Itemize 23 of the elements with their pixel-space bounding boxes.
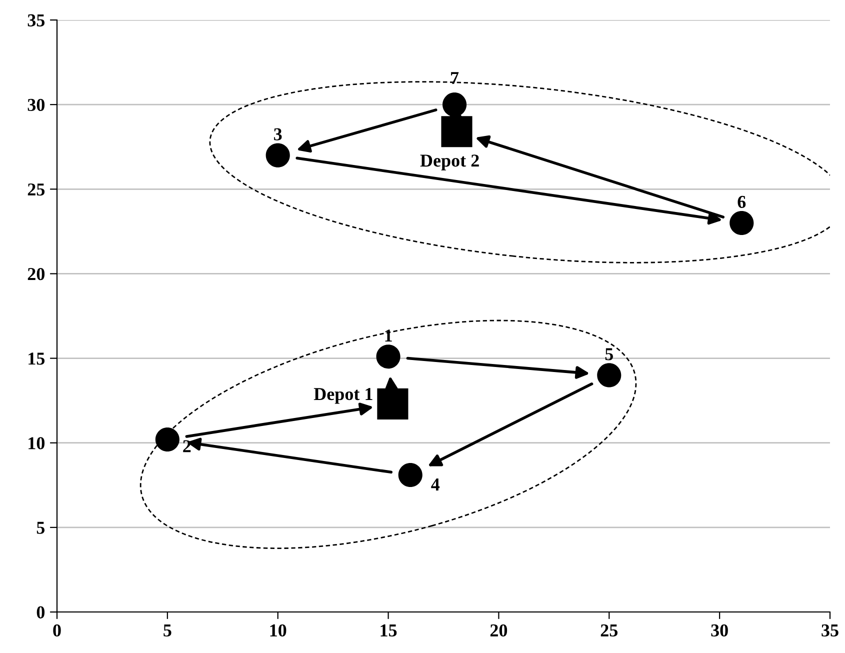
x-tick-label: 0 (53, 624, 61, 637)
annotation: 5 (605, 348, 613, 360)
annotation: 3 (274, 128, 282, 140)
annotation: 4 (431, 478, 440, 490)
y-tick-label: 15 (28, 352, 45, 365)
y-tick-label: 30 (28, 98, 45, 112)
x-tick-label: 20 (490, 624, 508, 637)
x-tick-label: 5 (164, 624, 172, 637)
x-tick-label: 30 (711, 624, 728, 637)
x-tick-label: 10 (270, 624, 286, 637)
x-tick-label: 15 (380, 624, 397, 637)
annotation: Depot 2 (420, 154, 479, 170)
x-tick-label: 25 (600, 624, 618, 637)
annotation: Depot 1 (314, 388, 372, 404)
y-tick-label: 25 (28, 183, 45, 196)
y-tick-label: 35 (28, 14, 45, 26)
x-tick-label: 35 (822, 624, 838, 637)
y-tick-label: 10 (28, 437, 45, 450)
y-tick-label: 5 (36, 522, 45, 534)
y-tick-label: 20 (28, 268, 45, 280)
annotation: 7 (451, 72, 459, 84)
annotation: 6 (738, 196, 746, 208)
y-tick-label: 0 (36, 606, 45, 618)
